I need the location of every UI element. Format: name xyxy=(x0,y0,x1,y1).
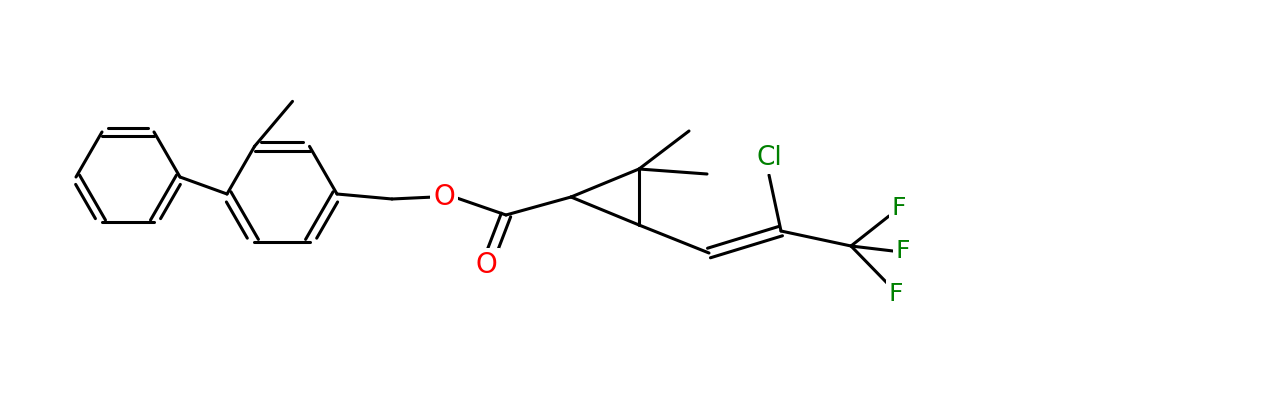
Text: F: F xyxy=(889,282,903,306)
Text: Cl: Cl xyxy=(756,145,781,171)
Text: F: F xyxy=(892,196,906,220)
Text: O: O xyxy=(433,183,455,211)
Text: O: O xyxy=(475,251,497,279)
Text: F: F xyxy=(895,239,911,263)
